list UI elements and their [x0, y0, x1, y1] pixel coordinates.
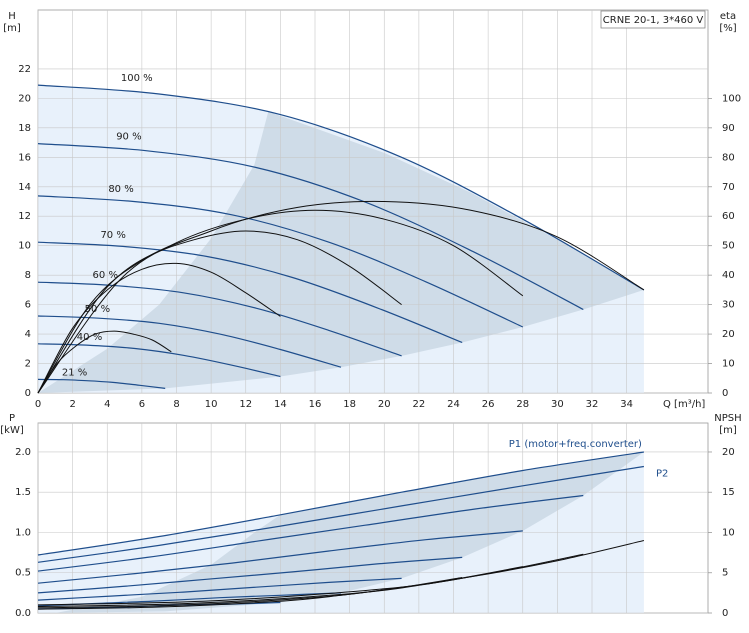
curve-label: 50 % — [85, 304, 110, 315]
curve-label: 21 % — [62, 367, 87, 378]
secondary-curve — [37, 209, 524, 394]
curve — [37, 494, 584, 572]
x-tick-label: 30 — [551, 399, 564, 410]
y-tick-label: 18 — [18, 123, 31, 134]
x-tick-label: 12 — [239, 399, 252, 410]
curve — [37, 143, 584, 311]
y2-tick-label: 80 — [722, 152, 735, 163]
y-tick-label: 6 — [25, 300, 31, 311]
curve — [37, 378, 166, 389]
curve-label: 90 % — [116, 132, 141, 143]
x-tick-label: 2 — [69, 399, 75, 410]
curve — [37, 465, 644, 563]
y-tick-label: 4 — [25, 329, 31, 340]
curve — [37, 241, 463, 344]
secondary-curve — [37, 230, 402, 394]
curve — [37, 343, 281, 378]
y-tick-label: 2 — [25, 359, 31, 370]
legend-label: P1 (motor+freq.converter) — [509, 439, 642, 450]
x-tick-label: 4 — [104, 399, 110, 410]
x-tick-label: 28 — [516, 399, 529, 410]
y2-tick-label: 90 — [722, 123, 735, 134]
title-box — [600, 10, 706, 29]
y-tick-label: 2.0 — [15, 447, 31, 458]
secondary-curve — [37, 200, 645, 394]
chart-title: CRNE 20-1, 3*460 V — [603, 15, 704, 26]
y2-axis-label: [m] — [719, 425, 737, 436]
y2-tick-label: 30 — [722, 300, 735, 311]
curve — [37, 451, 644, 556]
x-tick-label: 8 — [173, 399, 179, 410]
secondary-curve — [37, 330, 172, 394]
x-tick-label: 20 — [378, 399, 391, 410]
x-tick-label: 16 — [309, 399, 322, 410]
x-tick-label: 14 — [274, 399, 287, 410]
x-tick-label: 34 — [620, 399, 633, 410]
y2-tick-label: 40 — [722, 270, 735, 281]
curve — [37, 281, 402, 357]
x-axis-label: Q [m³/h] — [663, 399, 705, 410]
y-tick-label: 0.0 — [15, 608, 31, 619]
region — [38, 111, 644, 394]
x-tick-label: 26 — [482, 399, 495, 410]
y2-tick-label: 0 — [722, 388, 728, 399]
x-tick-label: 24 — [447, 399, 460, 410]
curve-label: 70 % — [100, 230, 125, 241]
x-tick-label: 22 — [413, 399, 426, 410]
x-tick-label: 18 — [343, 399, 356, 410]
y-tick-label: 12 — [18, 211, 31, 222]
y2-axis-label: NPSH — [714, 413, 741, 424]
y-tick-label: 22 — [18, 64, 31, 75]
x-tick-label: 6 — [139, 399, 145, 410]
x-tick-label: 32 — [586, 399, 599, 410]
y2-tick-label: 20 — [722, 447, 735, 458]
y-tick-label: 14 — [18, 182, 31, 193]
y-tick-label: 0 — [25, 388, 31, 399]
y-tick-label: 16 — [18, 152, 31, 163]
legend-label: P2 — [656, 468, 668, 479]
curve — [37, 592, 342, 607]
curve — [37, 84, 645, 291]
curve — [37, 530, 523, 584]
y2-tick-label: 70 — [722, 182, 735, 193]
y-axis-label: H — [8, 11, 16, 22]
power-panel: 0.0 0.5 1.0 1.5 2.0 0 5 10 15 20 P[kW] NPSH[m] P1 (m… — [0, 413, 741, 619]
head-panel: 0 2 4 6 8 10 12 14 16 18 20 22 24 26 28 30 32 34024681012… — [3, 9, 741, 410]
secondary-curve — [37, 577, 463, 610]
y2-tick-label: 60 — [722, 211, 735, 222]
y2-tick-label: 0 — [722, 608, 728, 619]
y2-tick-label: 5 — [722, 568, 728, 579]
y-tick-label: 20 — [18, 93, 31, 104]
y-tick-label: 10 — [18, 241, 31, 252]
y2-tick-label: 50 — [722, 241, 735, 252]
x-tick-label: 0 — [35, 399, 41, 410]
secondary-curve — [37, 262, 281, 394]
curve — [37, 195, 524, 328]
y-tick-label: 0.5 — [15, 568, 31, 579]
y2-tick-label: 15 — [722, 487, 735, 498]
y2-tick-label: 20 — [722, 329, 735, 340]
x-tick-label: 10 — [205, 399, 218, 410]
y-axis-label: [kW] — [0, 425, 24, 436]
y-tick-label: 8 — [25, 270, 31, 281]
y-axis-label: [m] — [3, 23, 21, 34]
curve — [37, 315, 342, 368]
y2-tick-label: 10 — [722, 527, 735, 538]
y-tick-label: 1.5 — [15, 487, 31, 498]
curve-label: 60 % — [93, 270, 118, 281]
y-tick-label: 1.0 — [15, 527, 31, 538]
curve — [37, 556, 463, 594]
y2-tick-label: 10 — [722, 359, 735, 370]
curve-label: 100 % — [121, 73, 153, 84]
y2-axis-label: [%] — [719, 23, 736, 34]
y-axis-label: P — [9, 413, 15, 424]
curve-label: 80 % — [108, 184, 133, 195]
curve — [37, 577, 402, 601]
y2-axis-label: eta — [720, 11, 736, 22]
y2-tick-label: 100 — [722, 93, 741, 104]
